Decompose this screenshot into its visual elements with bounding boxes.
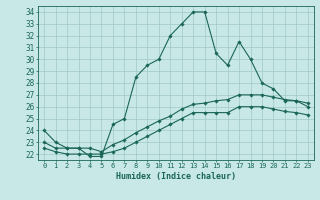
X-axis label: Humidex (Indice chaleur): Humidex (Indice chaleur) — [116, 172, 236, 181]
